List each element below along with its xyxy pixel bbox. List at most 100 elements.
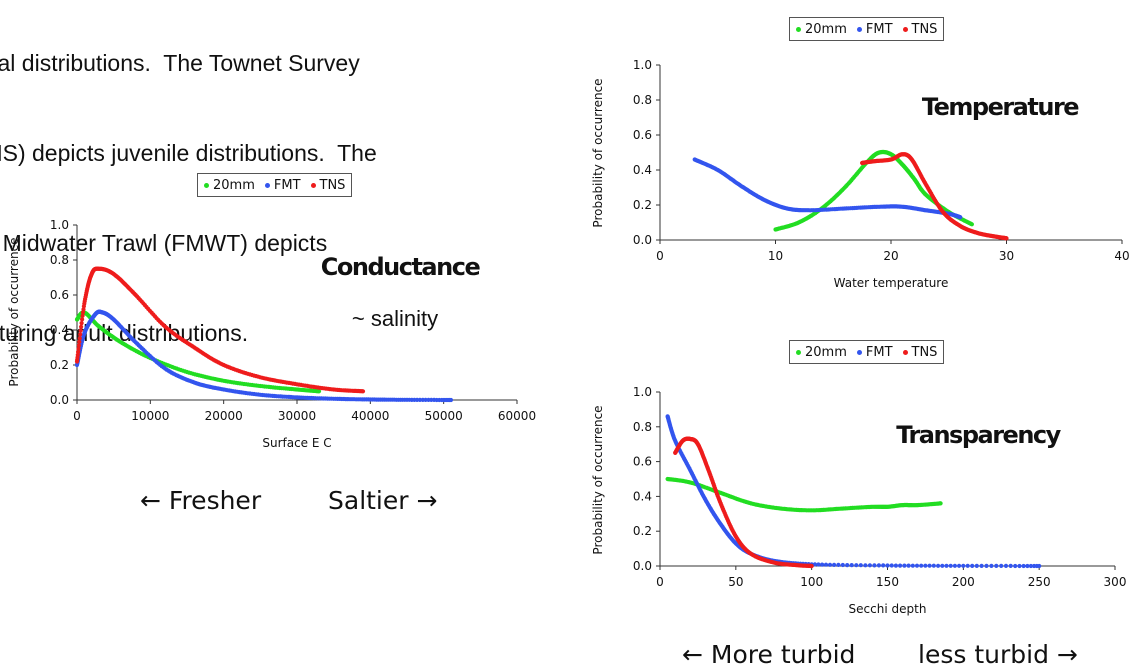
y-tick-label: 1.0 [633,58,652,72]
data-point [952,563,957,568]
series-20mm [773,149,974,232]
data-point [893,563,898,568]
data-point [1008,563,1013,568]
data-point [1003,563,1009,568]
data-point [809,563,814,569]
data-point [80,310,86,315]
legend-marker-tns [902,26,908,32]
transparency-footer-right: less turbid → [918,640,1078,669]
x-tick-label: 100 [800,575,823,589]
y-tick-label: 0.0 [50,393,69,407]
data-point [923,563,928,568]
y-axis-label: Probability of occurrence [591,78,605,227]
data-point [927,563,932,568]
series-tns [673,436,814,569]
data-point [872,563,877,568]
legend-marker-20mm [796,349,801,355]
x-tick-label: 0 [656,575,664,589]
y-axis-label: Probability of occurrence [7,237,21,386]
y-tick-label: 0.8 [633,93,652,107]
data-point [919,563,924,568]
intro-line: val distributions. The Townet Survey [0,50,360,76]
x-tick-label: 30 [999,249,1014,263]
series-20mm [665,476,943,513]
y-tick-label: 0.8 [633,420,652,434]
data-point [845,563,850,568]
y-tick-label: 0.8 [50,253,69,267]
data-point [906,563,911,568]
legend-label: 20mm [805,21,847,37]
legend-item-20mm: 20mm [796,345,847,360]
data-point [979,563,984,568]
data-point [1037,563,1042,569]
data-point [863,563,868,568]
x-tick-label: 40000 [351,409,389,423]
y-tick-label: 0.4 [633,163,652,177]
data-point [823,562,829,567]
legend-item-20mm: 20mm [204,178,255,193]
data-point [78,328,83,333]
legend-marker-tns [902,349,908,355]
y-tick-label: 0.0 [633,559,652,573]
data-point [969,222,974,227]
transparency-footer-left: ← More turbid [682,640,856,669]
y-tick-label: 0.6 [50,288,69,302]
data-point [77,336,82,341]
x-tick-label: 40 [1114,249,1129,263]
x-axis-label: Water temperature [834,276,949,290]
data-point [974,563,979,568]
x-tick-label: 200 [952,575,975,589]
x-tick-label: 0 [73,409,81,423]
x-tick-label: 150 [876,575,899,589]
x-tick-label: 50 [728,575,743,589]
legend-item-tns: TNS [902,344,938,360]
data-point [76,343,81,348]
data-point [984,563,989,568]
data-point [999,563,1004,568]
legend-item-20mm: 20mm [796,22,847,37]
y-tick-label: 0.2 [50,358,69,372]
x-tick-label: 30000 [278,409,316,423]
series-20mm [74,310,322,394]
legend-label: 20mm [213,177,255,193]
data-point [889,563,894,568]
legend-marker-fmt [856,26,862,32]
data-point [1021,563,1026,569]
series-tns [74,266,366,394]
data-point [448,397,454,403]
data-point [938,501,943,506]
conductance-chart: 0.0 0.2 0.4 0.6 0.8 1.0 0 10000 20000 30000 40000 5… [7,218,536,450]
series-tns [860,152,1009,241]
x-axis-label: Secchi depth [849,602,927,616]
data-point [77,339,82,344]
data-point [958,215,963,220]
data-point [885,563,890,568]
data-point [78,332,83,337]
data-point [1004,236,1009,241]
x-tick-label: 50000 [425,409,463,423]
data-point [827,562,833,567]
legend-marker-fmt [856,349,862,355]
data-point [898,563,903,568]
data-point [994,563,999,568]
legend-item-tns: TNS [902,22,937,37]
legend-marker-tns [310,182,316,188]
legend-marker-20mm [204,182,209,188]
intro-line: NS) depicts juvenile distributions. The [0,140,377,166]
conductance-footer-left: ← Fresher [140,486,262,515]
series-fmt [74,309,454,403]
data-point [940,563,945,568]
y-tick-label: 0.4 [633,489,652,503]
legend-conductance: 20mm FMT TNS [197,173,353,197]
data-point [816,562,821,567]
x-tick-label: 60000 [498,409,536,423]
temperature-chart: 0.0 0.2 0.4 0.6 0.8 1.0 0 10 20 30 40 Water tempera… [591,58,1130,290]
legend-label: TNS [911,344,938,360]
chart-annotation: Conductance [321,253,481,281]
y-tick-label: 0.6 [633,455,652,469]
data-point [965,563,970,568]
data-point [881,563,886,568]
y-tick-label: 0.0 [633,233,652,247]
data-point [1025,563,1030,569]
data-point [360,389,366,394]
